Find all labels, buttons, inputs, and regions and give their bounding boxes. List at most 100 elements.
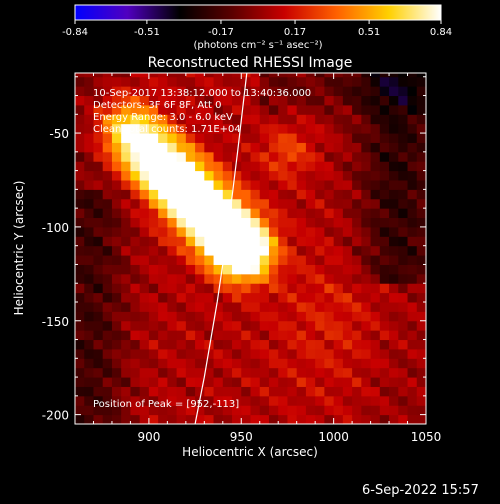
- heatmap-cell: [84, 339, 94, 350]
- heatmap-cell: [342, 255, 353, 265]
- heatmap-cell: [352, 311, 362, 322]
- heatmap-cell: [148, 414, 159, 424]
- heatmap-cell: [130, 208, 141, 219]
- heatmap-cell: [111, 301, 122, 312]
- heatmap-cell: [342, 142, 353, 153]
- heatmap-cell: [398, 208, 409, 219]
- heatmap-cell: [130, 133, 141, 143]
- heatmap-cell: [121, 76, 131, 87]
- heatmap-cell: [232, 86, 242, 97]
- heatmap-cell: [93, 104, 104, 115]
- heatmap-cell: [75, 311, 85, 322]
- heatmap-cell: [75, 245, 85, 256]
- heatmap-cell: [130, 142, 141, 153]
- heatmap-cell: [204, 273, 215, 284]
- heatmap-cell: [195, 311, 205, 322]
- heatmap-cell: [296, 311, 307, 322]
- heatmap-cell: [195, 377, 205, 387]
- heatmap-cell: [75, 292, 85, 303]
- heatmap-cell: [111, 330, 122, 341]
- heatmap-cell: [379, 189, 390, 200]
- heatmap-cell: [370, 104, 381, 115]
- heatmap-cell: [398, 386, 409, 397]
- heatmap-cell: [296, 377, 307, 387]
- heatmap-cell: [241, 330, 251, 341]
- heatmap-cell: [352, 358, 362, 369]
- heatmap-cell: [342, 236, 353, 247]
- heatmap-cell: [222, 73, 233, 78]
- heatmap-cell: [389, 76, 399, 87]
- heatmap-cell: [379, 245, 390, 256]
- heatmap-cell: [352, 142, 362, 153]
- heatmap-cell: [195, 226, 205, 237]
- heatmap-cell: [305, 414, 316, 424]
- heatmap-cell: [416, 339, 426, 350]
- heatmap-cell: [241, 198, 251, 209]
- heatmap-cell: [232, 170, 242, 181]
- heatmap-cell: [407, 348, 418, 359]
- heatmap-cell: [204, 377, 215, 387]
- heatmap-cell: [259, 330, 270, 341]
- heatmap-cell: [324, 170, 335, 181]
- heatmap-cell: [158, 198, 168, 209]
- heatmap-cell: [342, 73, 353, 78]
- heatmap-cell: [111, 76, 122, 87]
- heatmap-cell: [102, 292, 113, 303]
- heatmap-cell: [315, 86, 325, 97]
- heatmap-cell: [352, 86, 362, 97]
- heatmap-cell: [268, 367, 279, 378]
- heatmap-cell: [259, 358, 270, 369]
- heatmap-cell: [305, 217, 316, 228]
- heatmap-cell: [333, 320, 344, 331]
- heatmap-cell: [287, 367, 298, 378]
- heatmap-cell: [407, 198, 418, 209]
- heatmap-cell: [398, 377, 409, 387]
- heatmap-cell: [222, 367, 233, 378]
- heatmap-cell: [407, 367, 418, 378]
- heatmap-cell: [84, 208, 94, 219]
- heatmap-cell: [324, 236, 335, 247]
- heatmap-cell: [305, 161, 316, 172]
- heatmap-cell: [315, 311, 325, 322]
- heatmap-cell: [93, 170, 104, 181]
- heatmap-cell: [232, 311, 242, 322]
- heatmap-cell: [296, 358, 307, 369]
- heatmap-cell: [158, 86, 168, 97]
- heatmap-cell: [167, 301, 178, 312]
- heatmap-cell: [416, 358, 426, 369]
- heatmap-cell: [241, 123, 251, 134]
- heatmap-cell: [139, 95, 150, 106]
- heatmap-cell: [398, 283, 409, 294]
- heatmap-cell: [222, 320, 233, 331]
- heatmap-cell: [75, 264, 85, 275]
- heatmap-cell: [268, 151, 279, 162]
- heatmap-cell: [324, 179, 335, 190]
- heatmap-cell: [130, 414, 141, 424]
- heatmap-cell: [305, 283, 316, 294]
- heatmap-cell: [278, 104, 288, 115]
- heatmap-cell: [278, 330, 288, 341]
- heatmap-cell: [102, 414, 113, 424]
- heatmap-cell: [407, 311, 418, 322]
- heatmap-cell: [185, 320, 196, 331]
- heatmap-cell: [75, 86, 85, 97]
- heatmap-cell: [139, 133, 150, 143]
- heatmap-cell: [121, 386, 131, 397]
- heatmap-cell: [241, 405, 251, 416]
- heatmap-cell: [416, 405, 426, 416]
- heatmap-cell: [287, 264, 298, 275]
- heatmap-cell: [130, 301, 141, 312]
- heatmap-cell: [84, 170, 94, 181]
- heatmap-cell: [84, 255, 94, 265]
- heatmap-cell: [121, 301, 131, 312]
- heatmap-cell: [342, 226, 353, 237]
- heatmap-cell: [324, 95, 335, 106]
- heatmap-cell: [102, 348, 113, 359]
- heatmap-cell: [148, 104, 159, 115]
- heatmap-cell: [111, 123, 122, 134]
- heatmap-cell: [259, 414, 270, 424]
- heatmap-cell: [130, 405, 141, 416]
- heatmap-cell: [158, 245, 168, 256]
